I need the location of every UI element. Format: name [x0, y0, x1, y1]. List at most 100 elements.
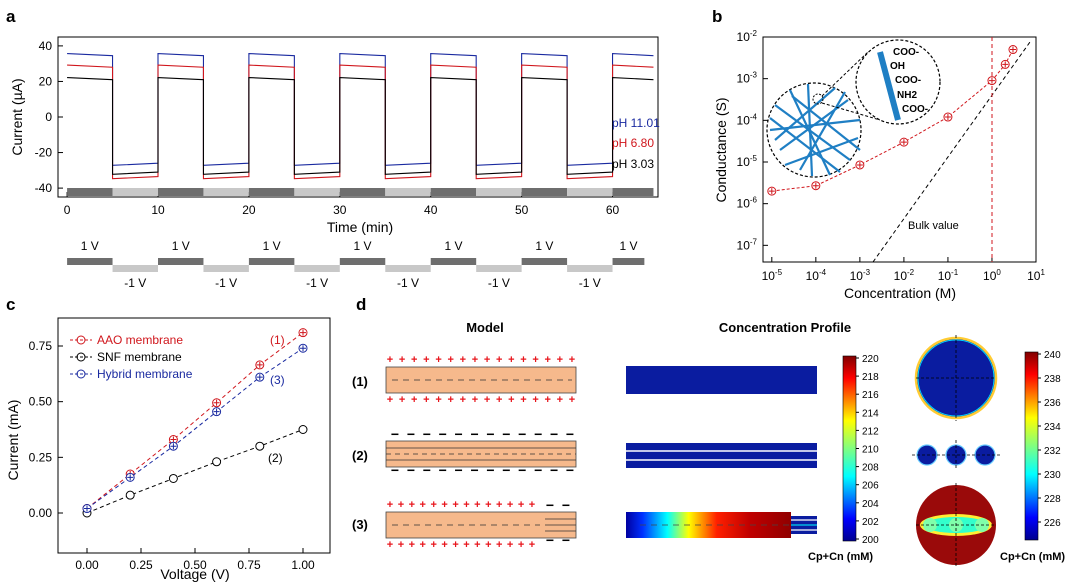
colorbar-2-ticks: 240 238 236 234 232 230 228 226 [1038, 350, 1061, 529]
negative-charge: − [518, 426, 526, 442]
panel-b-x-label: Concentration (M) [844, 285, 956, 301]
cb2-tick: 230 [1044, 470, 1061, 481]
voltage-label-neg: -1 V [124, 276, 146, 290]
legend-ph6: pH 6.80 [612, 136, 654, 150]
c-point-cross [170, 443, 177, 450]
positive-charge: + [398, 539, 404, 551]
positive-charge: + [496, 394, 502, 406]
c-point [125, 490, 135, 500]
negative-charge: − [486, 462, 494, 478]
waveform-segment [567, 265, 613, 272]
positive-charge: + [545, 354, 551, 366]
b-point-cross [856, 161, 863, 168]
cb2-tick: 236 [1044, 398, 1061, 409]
positive-charge: + [472, 394, 478, 406]
voltage-bar [203, 188, 249, 196]
annotation-3: (3) [270, 373, 285, 387]
c-line-2 [86, 347, 304, 509]
negative-charge: − [502, 426, 510, 442]
positive-charge: + [399, 394, 405, 406]
waveform-segment [203, 265, 249, 272]
voltage-label-neg: -1 V [306, 276, 328, 290]
a-ytick: 40 [39, 39, 53, 53]
voltage-bar [430, 188, 477, 196]
b-xtick: 101 [1027, 268, 1045, 283]
a-ytick: -20 [35, 146, 53, 160]
negative-charge: − [562, 497, 570, 513]
a-ytick: 20 [39, 74, 53, 88]
c-point [212, 457, 222, 467]
negative-charge: − [391, 426, 399, 442]
positive-charge: + [423, 394, 429, 406]
row-label-3: (3) [352, 517, 368, 532]
group-nh2: NH2 [897, 90, 917, 101]
bulk-value-label: Bulk value [908, 220, 959, 232]
positive-charge: + [485, 499, 491, 511]
voltage-label-neg: -1 V [215, 276, 237, 290]
b-xtick: 10-1 [938, 268, 959, 283]
b-point-cross [768, 188, 775, 195]
voltage-label-neg: -1 V [488, 276, 510, 290]
negative-charge: − [534, 462, 542, 478]
profile-hybrid [626, 512, 817, 538]
c-point-cross [170, 436, 177, 443]
panel-c-frame [57, 317, 331, 554]
positive-charge: + [520, 354, 526, 366]
cb2-tick: 234 [1044, 422, 1061, 433]
voltage-bar [339, 188, 386, 196]
negative-charge: − [423, 426, 431, 442]
cb1-tick: 204 [862, 499, 879, 510]
legend-ph3: pH 3.03 [612, 157, 654, 171]
c-point [298, 425, 308, 434]
positive-charge: + [447, 354, 453, 366]
bulk-value-line [872, 41, 1031, 263]
positive-charge: + [557, 394, 563, 406]
negative-charge: − [407, 426, 415, 442]
a-xtick: 20 [242, 203, 256, 217]
c-ytick: 0.75 [29, 339, 53, 353]
cb2-tick: 232 [1044, 446, 1061, 457]
colorbar-1-label: Cp+Cn (mM) [808, 551, 873, 563]
c-point-cross [256, 361, 263, 368]
negative-charge: − [455, 426, 463, 442]
positive-charge: + [441, 499, 447, 511]
positive-charge: + [474, 499, 480, 511]
voltage-bar [521, 188, 568, 196]
colorbar-2 [1024, 351, 1039, 541]
c-point-cross [300, 329, 306, 336]
voltage-label-pos: 1 V [81, 239, 99, 253]
b-xtick: 10-2 [894, 268, 915, 283]
a-xtick: 50 [515, 203, 529, 217]
positive-charge: + [508, 354, 514, 366]
b-point-cross [988, 77, 995, 84]
cross-section-aao [914, 335, 998, 421]
positive-charge: + [518, 539, 524, 551]
model-title: Model [466, 320, 504, 335]
positive-charge: + [447, 394, 453, 406]
b-point-cross [812, 182, 819, 189]
panel-c-y-label: Current (mA) [5, 400, 21, 481]
cross-section-hybrid [916, 483, 996, 567]
voltage-bar [67, 188, 113, 196]
legend-ph11: pH 11.01 [612, 116, 660, 130]
c-point-cross [213, 399, 220, 406]
cb1-tick: 208 [862, 463, 879, 474]
negative-charge: − [423, 462, 431, 478]
cb1-tick: 212 [862, 426, 879, 437]
series-pH303 [67, 76, 654, 175]
positive-charge: + [399, 354, 405, 366]
waveform-segment [430, 258, 477, 265]
voltage-label-pos: 1 V [535, 239, 553, 253]
panel-a-x-ticks: 0 10 20 30 40 50 60 [64, 192, 620, 217]
negative-charge: − [546, 532, 554, 548]
c-point-cross [127, 474, 134, 481]
positive-charge: + [430, 539, 436, 551]
colorbar-1-ticks: 220 218 216 214 212 210 208 206 204 202 200 [856, 354, 879, 546]
a-xtick: 0 [64, 203, 71, 217]
b-ytick: 10-6 [737, 196, 758, 211]
positive-charge: + [409, 539, 415, 551]
positive-charge: + [452, 539, 458, 551]
c-line-1 [86, 429, 304, 514]
panel-c-data [82, 328, 308, 518]
